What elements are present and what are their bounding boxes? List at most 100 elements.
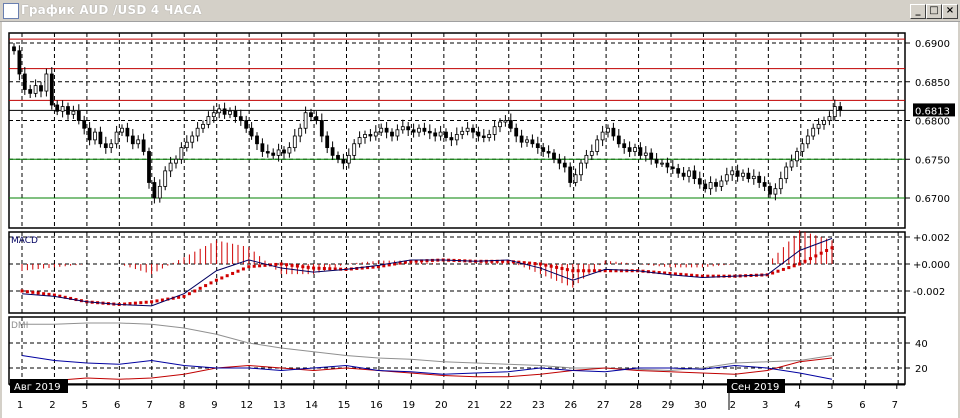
macd-signal-dot — [252, 264, 256, 268]
candle-bearish — [336, 154, 340, 160]
macd-signal-dot — [690, 273, 694, 277]
candle-bullish — [217, 108, 222, 114]
date-label: 27 — [597, 400, 610, 411]
macd-signal-dot — [144, 300, 148, 304]
candle-bearish — [427, 130, 432, 134]
macd-signal-dot — [695, 274, 699, 278]
macd-signal-dot — [706, 274, 710, 278]
close-button[interactable]: × — [942, 4, 958, 19]
month-label-box — [10, 379, 68, 393]
date-label: 16 — [370, 400, 383, 411]
maximize-button[interactable]: □ — [926, 4, 942, 19]
macd-signal-dot — [506, 259, 510, 263]
candle-bearish — [87, 127, 92, 141]
panel-frame-macd — [8, 231, 906, 314]
candle-bullish — [109, 143, 114, 149]
macd-signal-dot — [798, 262, 802, 266]
macd-line — [21, 237, 833, 307]
candle-bearish — [535, 143, 540, 149]
date-label: 20 — [435, 400, 448, 411]
date-label: 23 — [532, 400, 545, 411]
candle-bearish — [471, 127, 475, 133]
candle-bearish — [665, 162, 670, 168]
candle-bullish — [492, 126, 497, 135]
macd-signal-dot — [614, 269, 618, 273]
candle-bearish — [314, 116, 319, 121]
price-tick-label: 0.6750 — [915, 155, 950, 166]
macd-signal-dot — [609, 269, 613, 273]
macd-signal-dot — [652, 270, 656, 274]
candle-bullish — [201, 123, 205, 129]
candle-bullish — [822, 120, 826, 125]
chart-background — [2, 22, 958, 418]
macd-signal-dot — [603, 269, 607, 273]
candle-bearish — [238, 116, 243, 121]
date-label: 2 — [49, 400, 55, 411]
candle-bearish — [762, 182, 767, 187]
candle-bearish — [244, 120, 249, 129]
candle-bullish — [136, 139, 141, 145]
month-label-box — [727, 379, 785, 393]
macd-signal-dot — [792, 264, 796, 268]
candle-bearish — [249, 127, 254, 137]
candle-bearish — [676, 168, 681, 174]
candle-bullish — [503, 120, 508, 123]
candle-bullish — [724, 174, 729, 182]
candle-bearish — [692, 170, 697, 180]
macd-signal-dot — [187, 292, 191, 296]
candle-bearish — [233, 110, 238, 118]
candle-bullish — [778, 178, 783, 190]
candle-bullish — [660, 162, 664, 165]
candle-bullish — [595, 139, 600, 152]
candle-bullish — [606, 127, 610, 133]
candle-bullish — [719, 180, 724, 187]
date-label: 3 — [762, 400, 768, 411]
candle-bearish — [703, 183, 708, 190]
price-tick-label: 0.6850 — [915, 78, 950, 89]
macd-signal-dot — [717, 274, 721, 278]
candle-bullish — [832, 106, 837, 118]
candle-bearish — [649, 152, 654, 160]
minimize-button[interactable]: _ — [910, 4, 926, 19]
candle-bearish — [746, 172, 751, 180]
macd-signal-dot — [301, 265, 305, 269]
macd-signal-dot — [193, 289, 197, 293]
candle-bullish — [114, 131, 119, 145]
candle-bullish — [163, 170, 168, 187]
panel-frame-main — [8, 32, 906, 229]
macd-signal-dot — [133, 301, 137, 305]
macd-signal-dot — [663, 271, 667, 275]
candle-bearish — [325, 135, 330, 149]
macd-signal-dot — [123, 302, 127, 306]
macd-signal-dot — [263, 263, 267, 267]
candle-bearish — [152, 182, 157, 199]
macd-signal-dot — [220, 276, 224, 280]
macd-signal-dot — [139, 301, 143, 305]
candle-bullish — [379, 127, 384, 133]
date-label: 13 — [273, 400, 286, 411]
date-label: 4 — [794, 400, 800, 411]
candle-bearish — [147, 151, 151, 183]
macd-signal-dot — [679, 272, 683, 276]
macd-signal-dot — [182, 294, 186, 298]
month-label: Сен 2019 — [731, 382, 779, 393]
dmi-plus_di-line — [21, 357, 833, 384]
macd-signal-dot — [830, 246, 834, 250]
macd-signal-dot — [360, 266, 364, 270]
macd-tick-label: +0.002 — [913, 233, 950, 244]
macd-signal-dot — [52, 293, 56, 297]
candle-bullish — [195, 127, 200, 137]
macd-signal-dot — [587, 269, 591, 273]
macd-signal-dot — [376, 265, 380, 269]
macd-signal-dot — [285, 263, 289, 267]
candle-bearish — [271, 152, 276, 156]
candle-bullish — [751, 175, 756, 180]
date-label: 6 — [114, 400, 120, 411]
candle-bullish — [346, 154, 351, 164]
candle-bullish — [179, 147, 184, 160]
dmi-label: DMI — [11, 321, 28, 331]
macd-signal-dot — [565, 268, 569, 272]
candle-bullish — [708, 182, 713, 190]
candle-bearish — [55, 104, 60, 112]
candle-bullish — [400, 126, 405, 131]
